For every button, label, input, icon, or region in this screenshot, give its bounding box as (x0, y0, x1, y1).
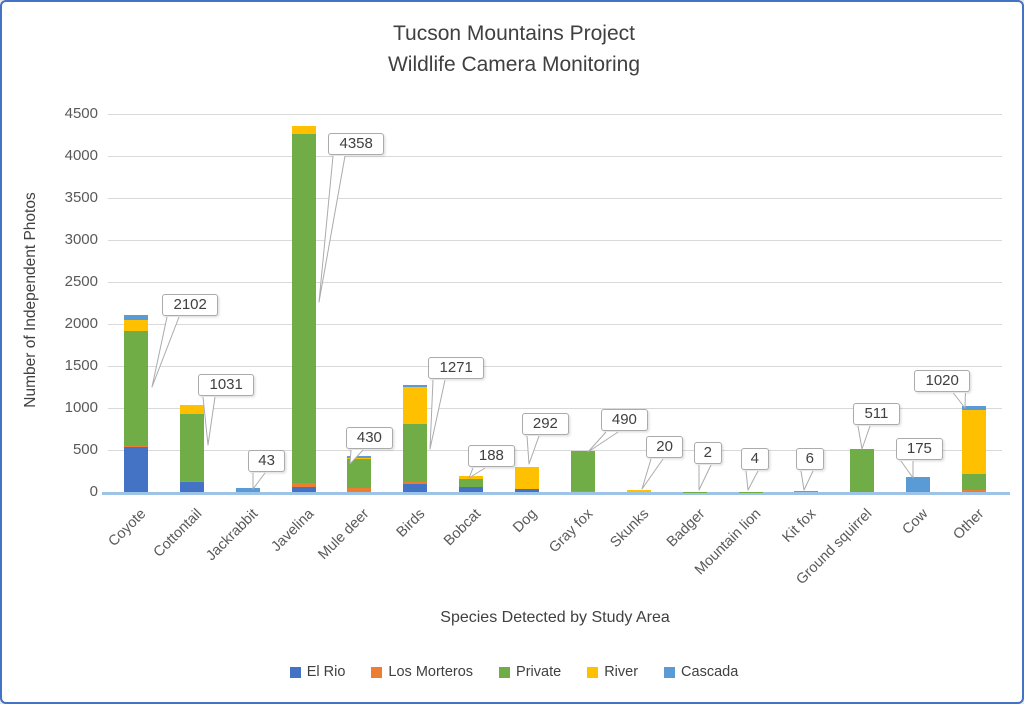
data-label-callout: 292 (522, 413, 569, 435)
legend-swatch-icon (587, 666, 599, 678)
legend-label: El Rio (306, 664, 346, 680)
data-label-callout: 430 (346, 427, 393, 449)
bar-segment-river (962, 410, 987, 474)
bar-segment-cascada (962, 406, 987, 411)
bar-segment-cascada (235, 488, 260, 492)
bar-segment-el-rio (403, 484, 428, 492)
x-axis-line (102, 492, 1010, 495)
y-tick-label: 4500 (64, 105, 98, 122)
data-label-callout: 1271 (428, 357, 485, 379)
legend-swatch-icon (664, 666, 676, 678)
bar-segment-los-morteros (179, 480, 204, 482)
bar-segment-los-morteros (291, 483, 316, 487)
data-label-callout: 188 (468, 445, 515, 467)
bar-segment-river (459, 476, 484, 479)
data-label-callout: 175 (896, 438, 943, 460)
legend-item-private: Private (499, 664, 561, 680)
bar-segment-el-rio (459, 487, 484, 492)
legend-swatch-icon (499, 666, 511, 678)
y-tick-label: 1000 (64, 399, 98, 416)
bar-segment-private (962, 473, 987, 490)
legend-swatch-icon (371, 666, 383, 678)
bar-segment-private (347, 459, 372, 489)
data-label-callout: 1031 (198, 374, 255, 396)
y-tick-label: 4000 (64, 147, 98, 164)
data-label-callout: 2 (694, 442, 722, 464)
legend-item-cascada: Cascada (664, 664, 738, 680)
x-category-label: Other (950, 506, 988, 543)
bar-segment-private (179, 413, 204, 481)
x-axis-title: Species Detected by Study Area (440, 609, 670, 626)
gridline (108, 114, 1002, 115)
gridline (108, 450, 1002, 451)
bar-segment-river (291, 125, 316, 134)
legend-label: Private (516, 664, 562, 680)
y-tick-label: 2000 (64, 315, 98, 332)
bar-segment-river (347, 458, 372, 460)
legend-item-el-rio: El Rio (289, 664, 346, 680)
bar-segment-private (403, 424, 428, 483)
y-axis-title: Number of Independent Photos (22, 192, 39, 408)
bar-segment-cascada (403, 385, 428, 387)
bar-segment-el-rio (291, 486, 316, 492)
legend-swatch-icon (289, 666, 301, 678)
bar-segment-river (179, 405, 204, 414)
gridline (108, 240, 1002, 241)
legend: El Rio Los Morteros Private River Cascada (2, 664, 1022, 680)
data-label-callout: 490 (601, 409, 648, 431)
y-tick-label: 0 (89, 483, 98, 500)
bar-segment-private (291, 133, 316, 484)
chart-title-line1: Tucson Mountains Project (392, 22, 635, 45)
gridline (108, 366, 1002, 367)
y-tick-label: 3500 (64, 189, 98, 206)
gridline (108, 408, 1002, 409)
bar-segment-el-rio (123, 447, 148, 492)
legend-item-river: River (587, 664, 638, 680)
gridline (108, 156, 1002, 157)
y-tick-label: 3000 (64, 231, 98, 248)
data-label-callout: 511 (853, 403, 900, 425)
data-label-callout: 2102 (162, 294, 219, 316)
gridline (108, 324, 1002, 325)
bar-segment-river (403, 386, 428, 425)
y-tick-label: 1500 (64, 357, 98, 374)
gridline (108, 282, 1002, 283)
bar-segment-private (570, 450, 595, 491)
data-label-callout: 6 (796, 448, 824, 470)
chart-title-line2: Wildlife Camera Monitoring (387, 53, 641, 76)
y-tick-label: 2500 (64, 273, 98, 290)
bar-segment-cascada (123, 315, 148, 321)
bar-segment-river (626, 490, 651, 492)
y-tick-label: 500 (72, 441, 98, 458)
bar-segment-private (123, 330, 148, 447)
bar-segment-los-morteros (962, 489, 987, 492)
bar-segment-private (459, 478, 484, 488)
legend-item-los-morteros: Los Morteros (371, 664, 473, 680)
legend-label: Cascada (681, 664, 739, 680)
data-label-callout: 43 (248, 450, 286, 472)
bar-segment-cascada (347, 455, 372, 459)
data-label-callout: 1020 (914, 370, 971, 392)
bar-segment-river (123, 320, 148, 331)
data-label-callout: 4358 (328, 133, 385, 155)
data-label-callout: 20 (646, 436, 684, 458)
bar-segment-private (850, 449, 875, 492)
bar-segment-los-morteros (570, 490, 595, 492)
bar-segment-los-morteros (347, 488, 372, 492)
legend-label: Los Morteros (388, 664, 474, 680)
gridline (108, 198, 1002, 199)
bar-segment-el-rio (515, 489, 540, 492)
legend-label: River (604, 664, 639, 680)
bar-segment-los-morteros (123, 446, 148, 448)
chart-title: Tucson Mountains Project Wildlife Camera… (2, 18, 1022, 80)
bar-segment-private (794, 491, 819, 492)
bar-segment-river (515, 467, 540, 490)
bar-segment-los-morteros (403, 482, 428, 485)
bar-segment-cascada (906, 477, 931, 492)
data-label-callout: 4 (741, 448, 769, 470)
bar-segment-el-rio (179, 481, 204, 492)
